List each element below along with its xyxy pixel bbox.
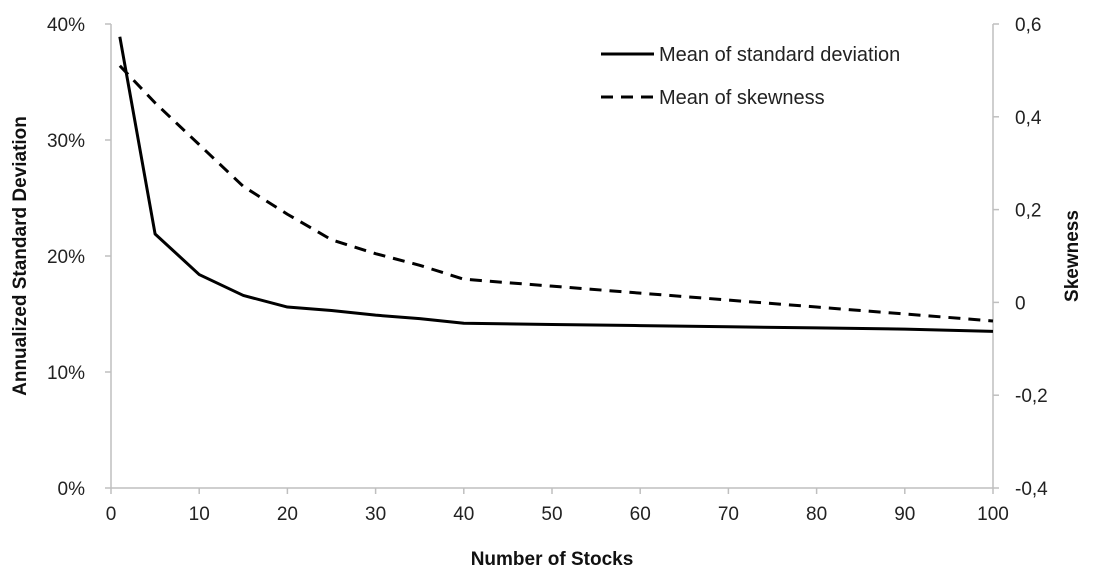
axes-layer: 0 10 20 30 40 50 60 70 80 90 100 0% 10% 20% 30% 40% -0,4…: [47, 15, 1048, 525]
y2-tick-label: 0,4: [1015, 108, 1042, 129]
x-tick-label: 90: [894, 504, 915, 525]
y2-tick-label: -0,4: [1015, 479, 1048, 500]
x-axis-title: Number of Stocks: [471, 549, 634, 570]
series-layer: [118, 36, 994, 333]
series-line-2: [118, 64, 994, 323]
legend-label-1: Mean of standard deviation: [659, 44, 900, 66]
x-tick-label: 50: [541, 504, 562, 525]
y2-tick-label: 0,2: [1015, 201, 1041, 222]
y2-tick-label: 0,6: [1015, 15, 1041, 36]
x-tick-label: 80: [806, 504, 827, 525]
y-tick-label: 30%: [47, 131, 85, 152]
x-tick-label: 70: [718, 504, 739, 525]
x-tick-label: 40: [453, 504, 474, 525]
y-tick-label: 20%: [47, 247, 85, 268]
x-tick-label: 100: [977, 504, 1009, 525]
x-tick-label: 30: [365, 504, 386, 525]
y-tick-label: 0%: [58, 479, 86, 500]
y2-tick-label: 0: [1015, 293, 1026, 314]
y2-tick-label: -0,2: [1015, 386, 1048, 407]
y-axis-title: Annualized Standard Deviation: [10, 116, 31, 396]
legend: Mean of standard deviation Mean of skewne…: [601, 44, 900, 109]
x-tick-label: 20: [277, 504, 298, 525]
y-tick-label: 10%: [47, 363, 85, 384]
y2-axis-title: Skewness: [1062, 210, 1083, 302]
x-tick-label: 10: [189, 504, 210, 525]
legend-label-2: Mean of skewness: [659, 87, 825, 109]
y-tick-label: 40%: [47, 15, 85, 36]
x-tick-label: 60: [630, 504, 651, 525]
x-tick-label: 0: [106, 504, 117, 525]
series-line-1: [118, 36, 994, 333]
